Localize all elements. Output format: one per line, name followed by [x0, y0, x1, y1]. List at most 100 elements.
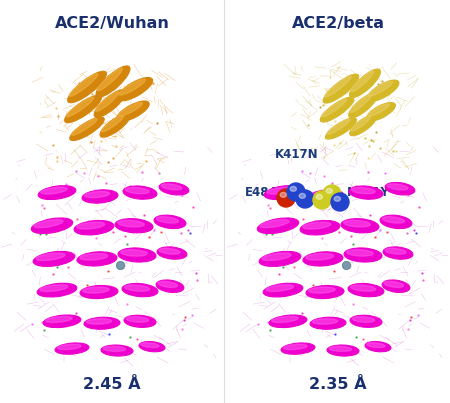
Ellipse shape: [326, 188, 333, 193]
Text: N501Y: N501Y: [347, 187, 390, 199]
Ellipse shape: [118, 102, 143, 116]
Ellipse shape: [41, 187, 67, 194]
Text: ACE2/Wuhan: ACE2/Wuhan: [54, 16, 170, 31]
Ellipse shape: [259, 251, 301, 266]
Ellipse shape: [156, 280, 184, 293]
Ellipse shape: [98, 68, 122, 91]
Ellipse shape: [327, 345, 359, 356]
Ellipse shape: [119, 79, 145, 95]
Ellipse shape: [121, 250, 147, 256]
Ellipse shape: [84, 317, 120, 329]
Ellipse shape: [126, 317, 148, 322]
Ellipse shape: [310, 191, 336, 197]
Ellipse shape: [159, 183, 189, 195]
Ellipse shape: [367, 80, 399, 101]
Ellipse shape: [382, 280, 410, 293]
Ellipse shape: [367, 102, 396, 121]
Text: 2.45 Å: 2.45 Å: [83, 377, 141, 392]
Ellipse shape: [349, 186, 383, 199]
Ellipse shape: [323, 185, 341, 203]
Ellipse shape: [329, 347, 351, 351]
Ellipse shape: [308, 190, 344, 203]
Ellipse shape: [269, 315, 307, 328]
Ellipse shape: [118, 248, 156, 262]
Ellipse shape: [310, 317, 346, 329]
Ellipse shape: [325, 76, 351, 97]
Ellipse shape: [159, 248, 180, 254]
Ellipse shape: [86, 319, 112, 324]
Ellipse shape: [323, 74, 359, 103]
Ellipse shape: [322, 99, 346, 117]
Ellipse shape: [103, 347, 126, 351]
Ellipse shape: [154, 215, 186, 229]
Ellipse shape: [331, 193, 349, 211]
Ellipse shape: [380, 215, 412, 229]
Ellipse shape: [300, 220, 340, 235]
Ellipse shape: [267, 187, 293, 194]
Ellipse shape: [287, 183, 305, 201]
Ellipse shape: [70, 117, 104, 141]
Ellipse shape: [266, 285, 294, 291]
Ellipse shape: [290, 186, 297, 191]
Text: 2.35 Å: 2.35 Å: [309, 377, 367, 392]
Ellipse shape: [346, 250, 373, 256]
Ellipse shape: [387, 184, 408, 190]
Ellipse shape: [80, 253, 108, 260]
Ellipse shape: [43, 315, 81, 328]
Ellipse shape: [341, 219, 379, 233]
Ellipse shape: [260, 220, 289, 228]
Ellipse shape: [122, 283, 158, 297]
Ellipse shape: [350, 69, 381, 98]
Ellipse shape: [263, 283, 303, 297]
Ellipse shape: [385, 248, 406, 254]
Ellipse shape: [350, 115, 376, 136]
Ellipse shape: [125, 285, 150, 291]
Ellipse shape: [313, 319, 338, 324]
Ellipse shape: [348, 283, 384, 297]
Text: E484K: E484K: [245, 185, 287, 199]
Ellipse shape: [72, 119, 97, 135]
Ellipse shape: [80, 285, 118, 299]
Ellipse shape: [38, 186, 76, 199]
Ellipse shape: [139, 341, 165, 352]
Ellipse shape: [306, 253, 334, 260]
Ellipse shape: [101, 116, 123, 132]
Ellipse shape: [85, 191, 110, 197]
Ellipse shape: [36, 253, 65, 260]
Ellipse shape: [123, 186, 157, 199]
Ellipse shape: [55, 343, 89, 354]
Ellipse shape: [118, 220, 144, 227]
Ellipse shape: [126, 187, 149, 194]
Ellipse shape: [161, 184, 182, 190]
Ellipse shape: [344, 220, 370, 227]
Ellipse shape: [313, 191, 331, 209]
Ellipse shape: [284, 344, 307, 350]
Ellipse shape: [66, 97, 94, 117]
Ellipse shape: [277, 189, 295, 207]
Ellipse shape: [350, 315, 382, 327]
Ellipse shape: [69, 73, 98, 96]
Ellipse shape: [299, 193, 306, 198]
Ellipse shape: [83, 287, 109, 293]
Ellipse shape: [95, 91, 119, 112]
Ellipse shape: [325, 118, 356, 139]
Ellipse shape: [141, 343, 159, 347]
Ellipse shape: [367, 343, 385, 347]
Ellipse shape: [309, 287, 335, 293]
Ellipse shape: [281, 343, 315, 354]
Ellipse shape: [383, 247, 413, 259]
Ellipse shape: [65, 95, 101, 123]
Ellipse shape: [352, 317, 374, 322]
Ellipse shape: [320, 97, 354, 122]
Ellipse shape: [117, 101, 149, 121]
Ellipse shape: [264, 186, 302, 199]
Ellipse shape: [37, 283, 77, 297]
Ellipse shape: [382, 217, 405, 223]
Ellipse shape: [316, 194, 323, 199]
Ellipse shape: [327, 119, 350, 134]
Ellipse shape: [385, 183, 415, 195]
Ellipse shape: [33, 251, 75, 266]
Ellipse shape: [351, 187, 375, 194]
Ellipse shape: [115, 219, 153, 233]
Ellipse shape: [40, 285, 68, 291]
